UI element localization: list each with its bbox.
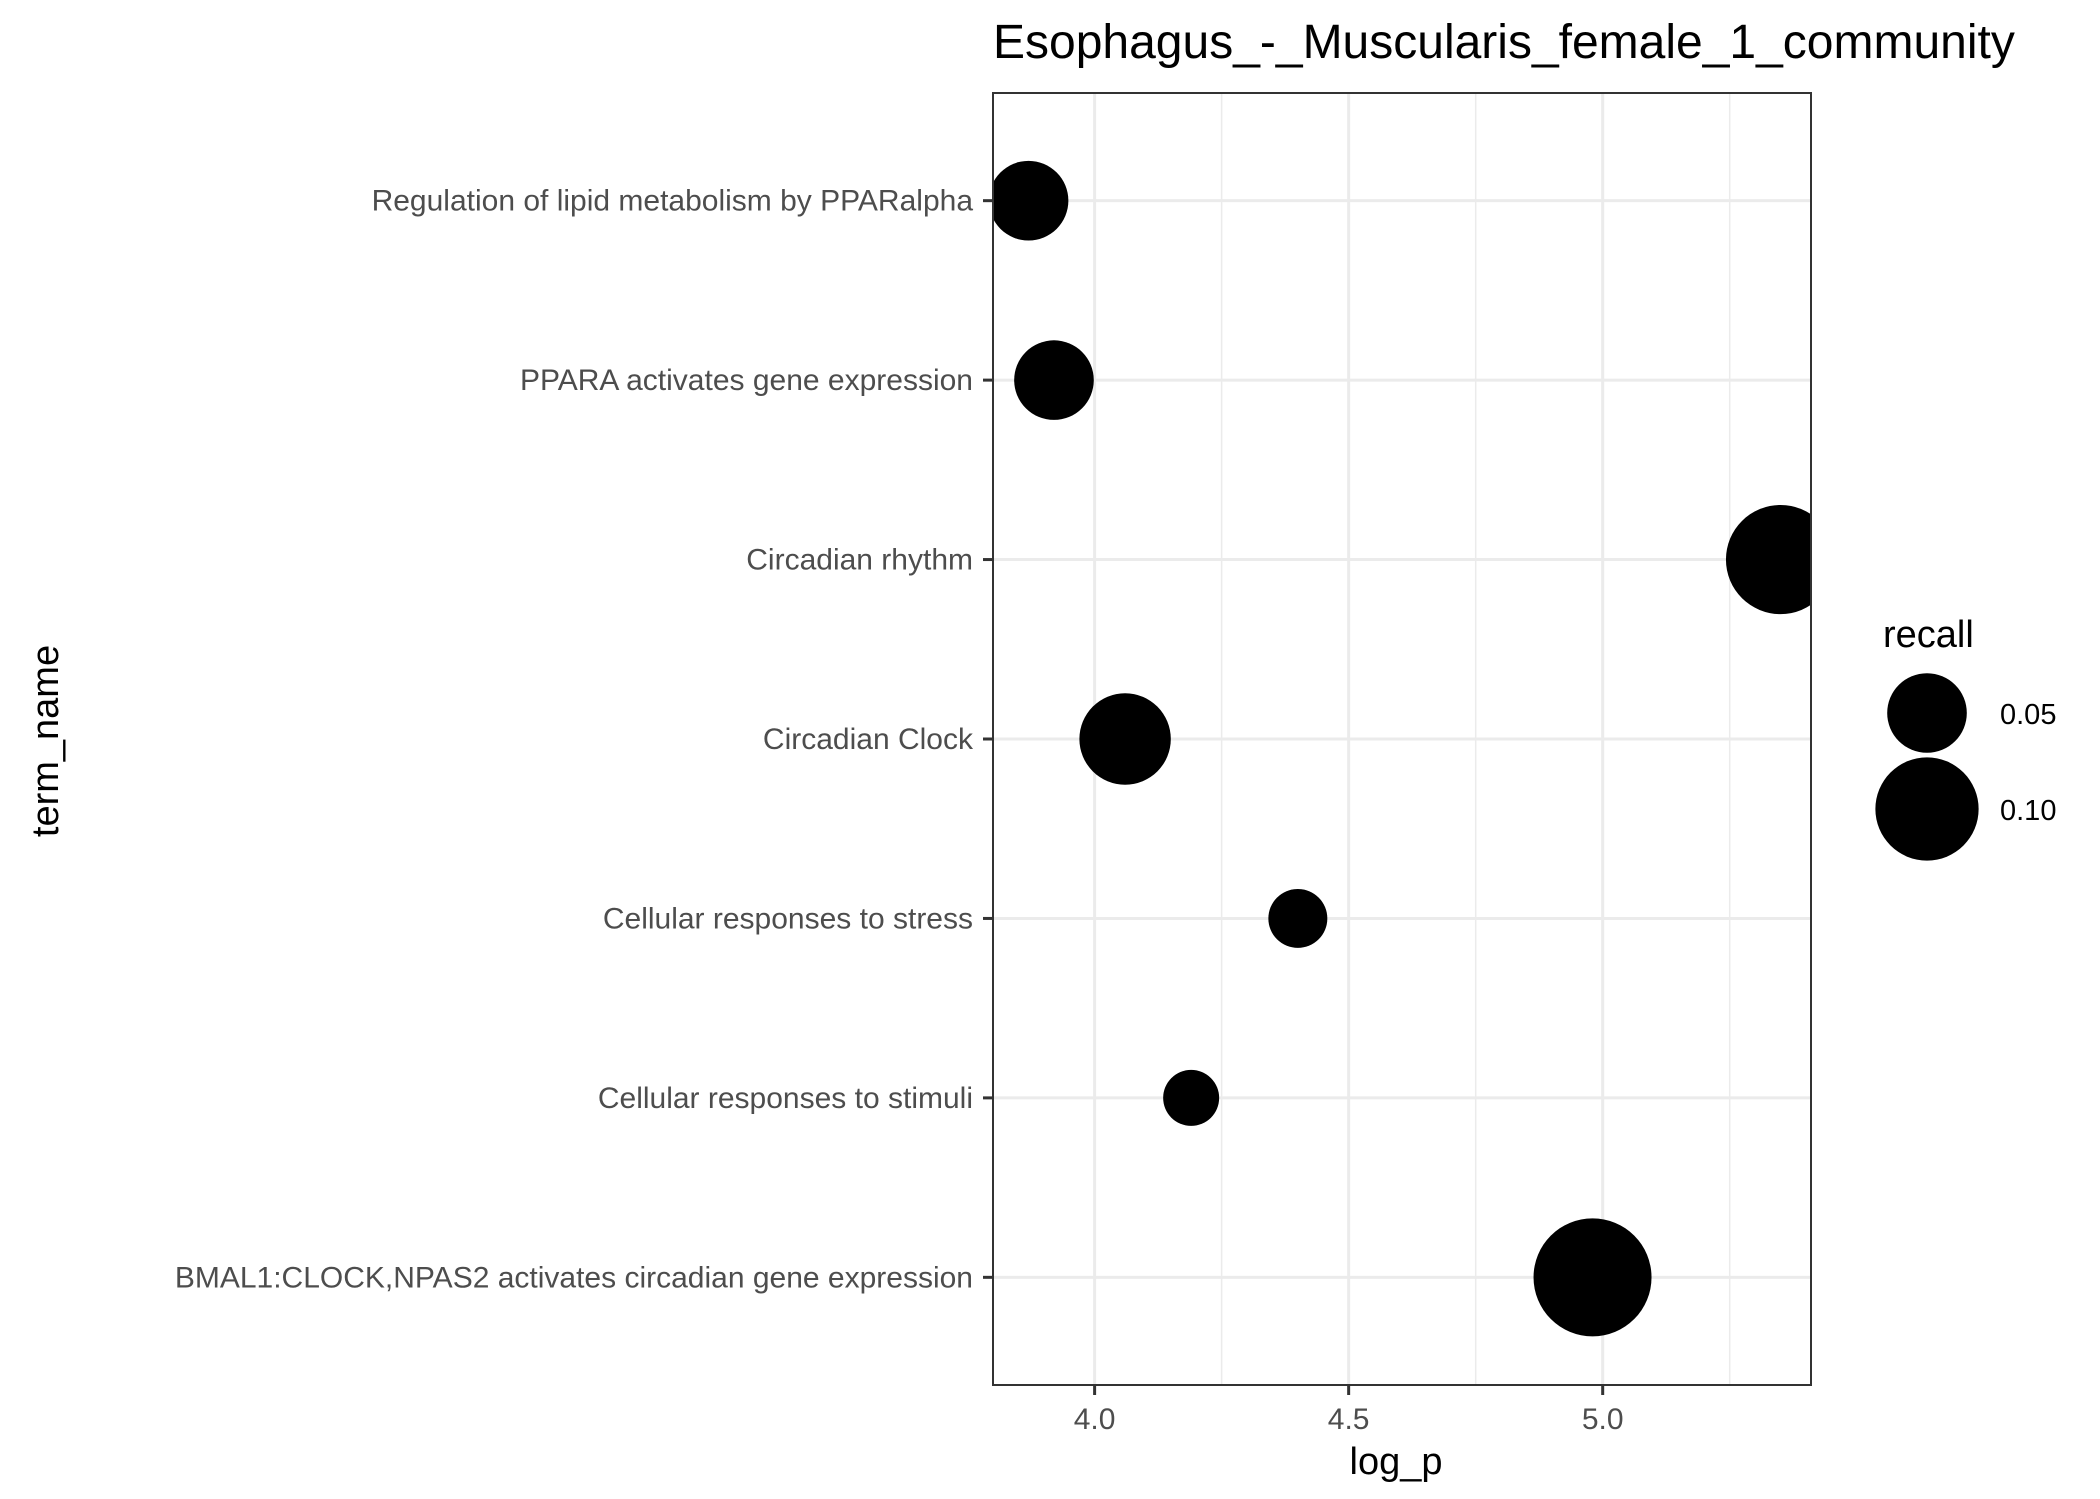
x-axis: 4.0 4.5 5.0 <box>1074 1385 1624 1436</box>
data-point <box>1079 693 1171 785</box>
data-point <box>1533 1218 1652 1337</box>
data-points <box>993 160 1811 1337</box>
legend: recall 0.05 0.10 <box>1875 614 2056 861</box>
y-tick-label: Regulation of lipid metabolism by PPARal… <box>372 185 974 218</box>
data-point <box>1014 340 1094 420</box>
data-point <box>1163 1069 1220 1126</box>
legend-key <box>1875 757 1979 861</box>
y-axis-title: term_name <box>25 645 67 837</box>
y-tick-label: Cellular responses to stress <box>603 902 973 935</box>
legend-title: recall <box>1883 614 1974 656</box>
data-point <box>1268 888 1328 948</box>
x-tick-label: 4.0 <box>1074 1403 1116 1436</box>
data-point <box>1725 505 1811 615</box>
x-tick-label: 5.0 <box>1582 1403 1624 1436</box>
legend-key <box>1887 673 1967 753</box>
y-axis: Regulation of lipid metabolism by PPARal… <box>175 185 993 1294</box>
x-tick-label: 4.5 <box>1328 1403 1370 1436</box>
y-tick-label: Cellular responses to stimuli <box>598 1082 973 1115</box>
chart-title: Esophagus_-_Muscularis_female_1_communit… <box>993 16 2015 69</box>
y-tick-label: PPARA activates gene expression <box>520 364 973 397</box>
y-tick-label: Circadian rhythm <box>746 544 973 577</box>
y-tick-label: BMAL1:CLOCK,NPAS2 activates circadian ge… <box>175 1261 973 1294</box>
data-point <box>993 160 1069 241</box>
y-tick-label: Circadian Clock <box>763 723 974 756</box>
legend-label: 0.10 <box>2000 795 2056 827</box>
legend-label: 0.05 <box>2000 699 2056 731</box>
x-axis-title: log_p <box>1350 1441 1443 1483</box>
